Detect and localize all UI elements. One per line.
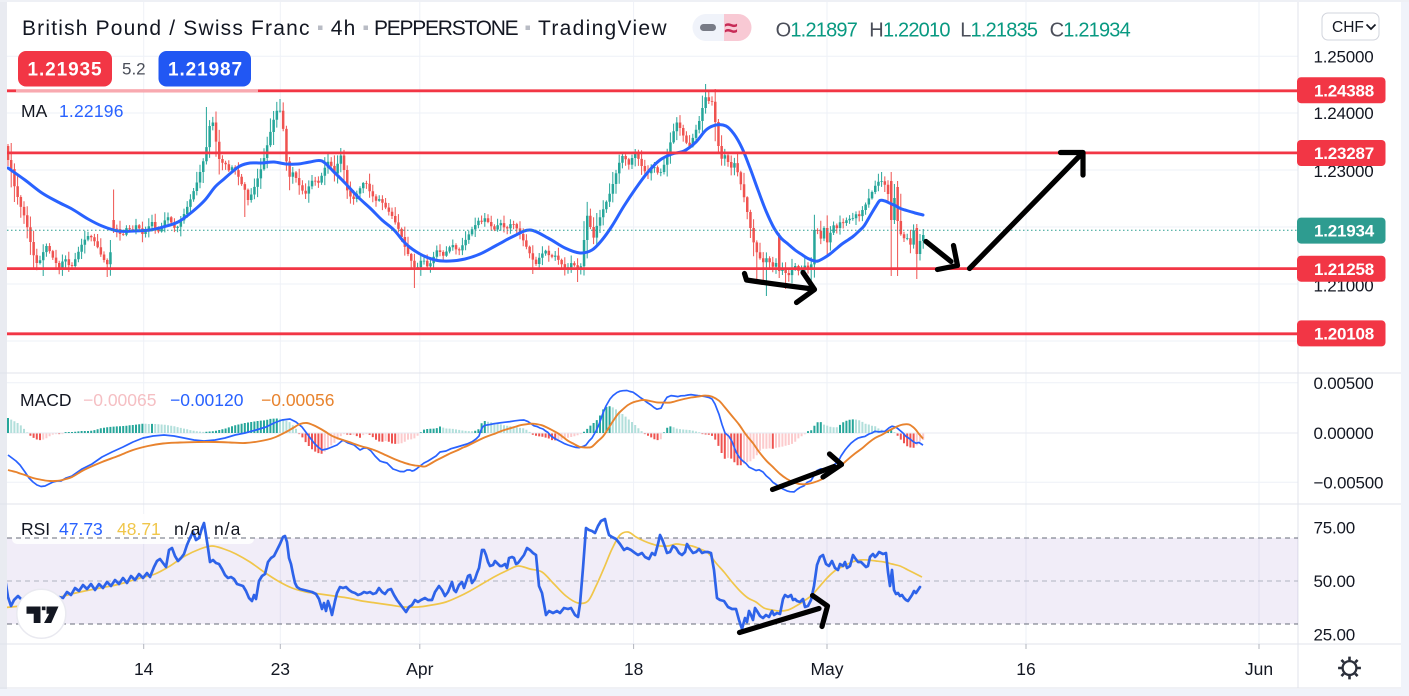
svg-text:1.20108: 1.20108 (1314, 325, 1374, 344)
svg-text:23: 23 (271, 659, 290, 679)
svg-text:−0.00065: −0.00065 (83, 390, 156, 410)
svg-text:5.2: 5.2 (122, 60, 146, 79)
svg-text:1.22196: 1.22196 (59, 101, 124, 121)
svg-text:C1.21934: C1.21934 (1050, 20, 1131, 42)
svg-text:1.24388: 1.24388 (1314, 81, 1374, 100)
svg-text:0.00000: 0.00000 (1314, 424, 1374, 443)
svg-text:May: May (810, 659, 843, 679)
svg-text:48.71: 48.71 (117, 519, 161, 539)
svg-text:−0.00120: −0.00120 (170, 390, 244, 410)
svg-text:Jun: Jun (1245, 659, 1273, 679)
svg-text:1.21935: 1.21935 (28, 60, 103, 81)
svg-text:CHF: CHF (1332, 19, 1364, 36)
svg-text:MACD: MACD (20, 390, 72, 410)
svg-text:1.23287: 1.23287 (1314, 144, 1374, 163)
svg-text:16: 16 (1016, 659, 1035, 679)
svg-text:1.21258: 1.21258 (1314, 260, 1374, 279)
svg-text:O1.21897: O1.21897 (776, 20, 858, 42)
svg-text:4h: 4h (331, 17, 357, 40)
svg-text:0.00500: 0.00500 (1314, 374, 1374, 393)
svg-text:1.23000: 1.23000 (1314, 162, 1374, 181)
svg-text:≈: ≈ (724, 15, 737, 42)
svg-text:47.73: 47.73 (59, 519, 103, 539)
svg-text:25.00: 25.00 (1314, 626, 1356, 645)
svg-text:1.24000: 1.24000 (1314, 104, 1374, 123)
svg-text:14: 14 (134, 659, 154, 679)
svg-text:H1.22010: H1.22010 (869, 20, 950, 42)
svg-text:British Pound / Swiss Franc: British Pound / Swiss Franc (22, 17, 311, 40)
svg-text:75.00: 75.00 (1314, 518, 1356, 537)
svg-text:MA: MA (21, 101, 48, 121)
svg-text:1.21934: 1.21934 (1314, 222, 1375, 241)
svg-text:TradingView: TradingView (538, 17, 668, 40)
svg-text:Apr: Apr (406, 659, 433, 679)
svg-text:50.00: 50.00 (1314, 572, 1356, 591)
svg-text:n/a: n/a (214, 519, 241, 539)
svg-text:PEPPERSTONE: PEPPERSTONE (374, 17, 519, 40)
svg-text:1.21987: 1.21987 (168, 60, 243, 81)
svg-text:18: 18 (624, 659, 643, 679)
svg-text:n/a: n/a (174, 519, 201, 539)
svg-text:−0.00056: −0.00056 (261, 390, 334, 410)
svg-text:RSI: RSI (21, 519, 50, 539)
svg-text:L1.21835: L1.21835 (960, 20, 1038, 42)
svg-text:−0.00500: −0.00500 (1314, 473, 1384, 492)
svg-text:1.25000: 1.25000 (1314, 47, 1374, 66)
